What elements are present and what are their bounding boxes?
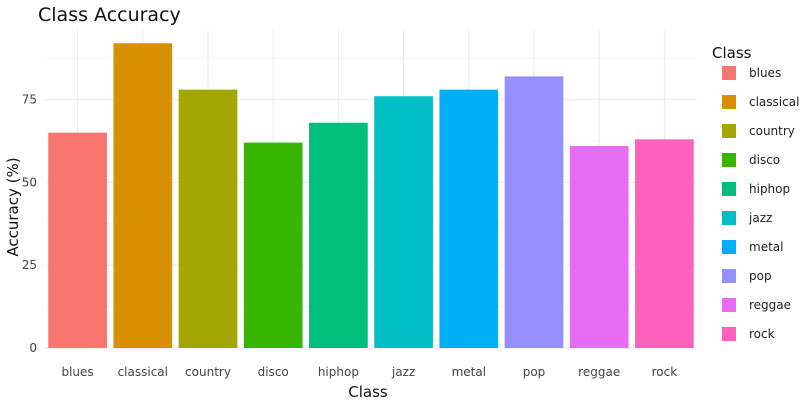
legend-label: rock bbox=[749, 327, 775, 341]
bar-hiphop bbox=[309, 122, 368, 348]
y-axis-title: Accuracy (%) bbox=[4, 157, 22, 256]
bar-classical bbox=[113, 43, 173, 348]
bar-metal bbox=[439, 89, 499, 348]
x-tick-label: metal bbox=[452, 365, 486, 379]
x-tick-label: blues bbox=[61, 365, 93, 379]
legend-label: hiphop bbox=[749, 182, 790, 196]
legend-swatch bbox=[722, 95, 736, 109]
legend-label: reggae bbox=[749, 298, 791, 312]
x-tick-label: disco bbox=[258, 365, 289, 379]
x-tick-label: classical bbox=[118, 365, 168, 379]
x-tick-label: hiphop bbox=[318, 365, 359, 379]
bars bbox=[48, 43, 694, 348]
legend-label: metal bbox=[749, 240, 783, 254]
x-tick-label: pop bbox=[523, 365, 546, 379]
bar-country bbox=[178, 89, 238, 348]
y-tick-label: 75 bbox=[22, 93, 37, 107]
legend-swatch bbox=[722, 153, 736, 167]
legend-label: classical bbox=[749, 95, 799, 109]
legend-label: blues bbox=[749, 66, 781, 80]
legend-swatch bbox=[722, 298, 736, 312]
bar-pop bbox=[504, 76, 564, 348]
bar-disco bbox=[243, 142, 303, 348]
legend-label: country bbox=[749, 124, 795, 138]
y-tick-label: 25 bbox=[22, 258, 37, 272]
bar-blues bbox=[48, 132, 107, 348]
legend: Class blues classical country disco hiphop ja… bbox=[712, 44, 799, 341]
x-tick-label: reggae bbox=[578, 365, 620, 379]
legend-swatch bbox=[722, 211, 736, 225]
legend-swatch bbox=[722, 240, 736, 254]
y-tick-label: 0 bbox=[29, 341, 37, 355]
bar-reggae bbox=[569, 145, 629, 348]
y-tick-label: 50 bbox=[22, 175, 37, 189]
x-axis-ticks: blues classical country disco hiphop jazz meta… bbox=[61, 365, 677, 379]
legend-swatch bbox=[722, 269, 736, 283]
x-tick-label: jazz bbox=[391, 365, 415, 379]
legend-swatch bbox=[722, 327, 736, 341]
bar-rock bbox=[635, 139, 694, 348]
legend-swatch bbox=[722, 124, 736, 138]
x-tick-label: rock bbox=[652, 365, 678, 379]
legend-label: jazz bbox=[748, 211, 772, 225]
legend-title: Class bbox=[712, 44, 752, 62]
legend-swatch bbox=[722, 66, 736, 80]
legend-label: pop bbox=[749, 269, 772, 283]
bar-jazz bbox=[374, 96, 433, 348]
chart-title: Class Accuracy bbox=[38, 4, 181, 26]
y-axis-ticks: 0 25 50 75 bbox=[22, 93, 37, 355]
x-axis-title: Class bbox=[348, 383, 388, 400]
x-tick-label: country bbox=[185, 365, 231, 379]
legend-swatch bbox=[722, 182, 736, 196]
legend-label: disco bbox=[749, 153, 780, 167]
